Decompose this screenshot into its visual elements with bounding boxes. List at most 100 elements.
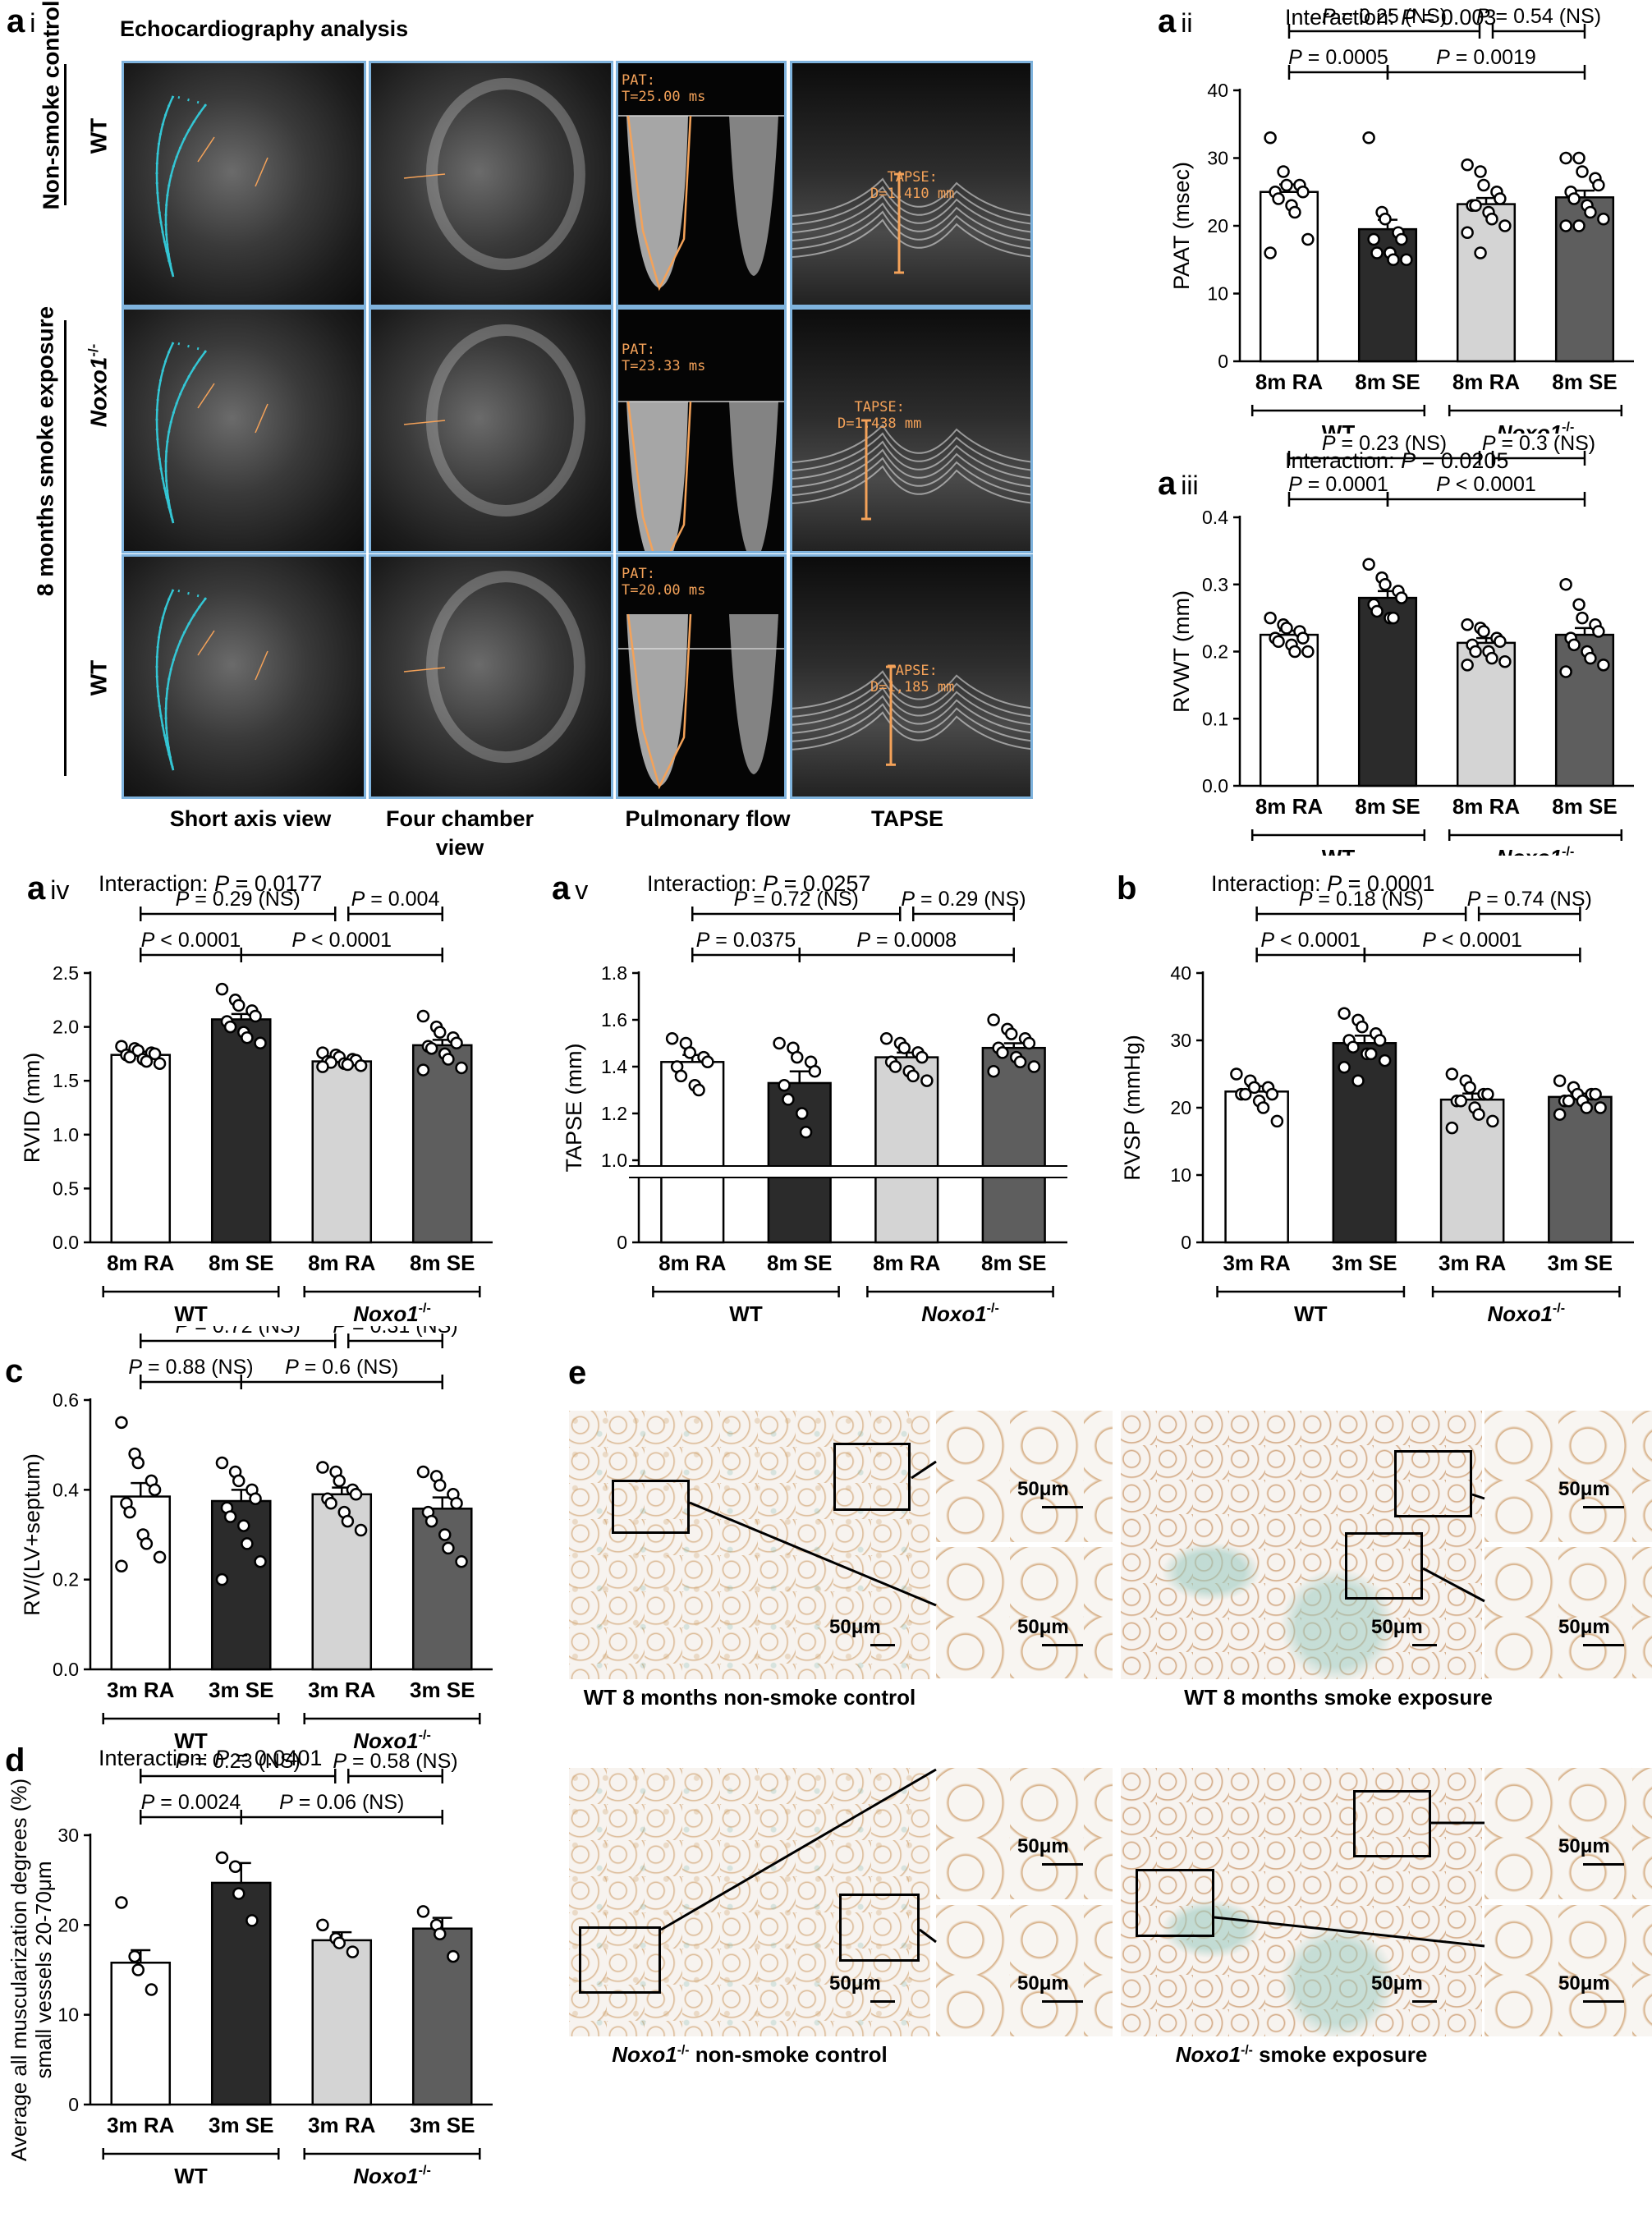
annot-line [403, 173, 446, 179]
data-point [1553, 1108, 1567, 1121]
scale-bar-line [1412, 2000, 1437, 2003]
category-label: 8m SE [1355, 794, 1420, 819]
data-point [254, 1555, 267, 1568]
category-label: 8m RA [1255, 370, 1324, 394]
data-point [349, 1488, 363, 1501]
comparison-p: P = 0.25 (NS) [1322, 5, 1447, 28]
comparison-p: P = 0.72 (NS) [176, 1326, 301, 1338]
data-point [1481, 1087, 1494, 1101]
data-point [1498, 219, 1512, 232]
group-label: Noxo1-/- [1497, 420, 1575, 434]
scale-bar-line [1412, 1644, 1437, 1646]
bar [210, 1018, 272, 1244]
data-point [778, 1079, 791, 1092]
data-point [450, 1496, 463, 1510]
echo-overlay [403, 78, 585, 270]
echo-tile: PAT: T=25.00 ms [616, 61, 787, 307]
comparison-p: P < 0.0001 [1422, 929, 1522, 952]
data-point [1559, 578, 1572, 591]
comparison-p: P = 0.29 (NS) [901, 888, 1026, 911]
heart-wall [425, 324, 585, 516]
comparison-p: P = 0.0005 [1288, 46, 1388, 69]
row-caption-smoke: 8 months smoke exposure [32, 305, 58, 597]
bar [210, 1881, 272, 2106]
echo-overlay [618, 115, 784, 291]
y-tick-label: 2.5 [53, 962, 79, 984]
pat-trace [626, 613, 692, 790]
zoom-box [1345, 1532, 1423, 1600]
data-point [354, 1059, 368, 1072]
data-point [215, 982, 229, 996]
comparison-p: P = 0.3 (NS) [1482, 435, 1595, 455]
data-point [1264, 131, 1277, 145]
zoom-box [1394, 1450, 1472, 1517]
data-point [215, 1851, 229, 1865]
data-point [249, 1009, 262, 1023]
data-point [665, 1032, 679, 1045]
data-point [455, 1061, 468, 1075]
chart-rvsp: Interaction: P = 0.0001 0 10 20 30 40 RVSP (mm… [1120, 871, 1634, 1322]
data-point [1572, 598, 1585, 612]
y-tick-label: 20 [1207, 215, 1228, 236]
bar [1332, 1042, 1397, 1244]
data-point [1379, 213, 1392, 226]
data-point [782, 1093, 795, 1106]
data-point [1463, 1081, 1476, 1095]
group-label: WT [1322, 420, 1356, 434]
histo-noxo-se-overview [1121, 1768, 1482, 2036]
category-label: 3m RA [1223, 1251, 1291, 1275]
row-divider-nonsmoke [64, 64, 67, 205]
caption-wt-ctrl: WT 8 months non-smoke control [583, 1685, 916, 1710]
scale-bar: 50μm [1558, 1835, 1624, 1866]
data-point [241, 1031, 254, 1044]
data-point [1584, 651, 1597, 665]
data-point [1469, 199, 1482, 212]
echo-tile [369, 61, 613, 307]
scale-bar: 50μm [1558, 1478, 1624, 1508]
panel-label-b: b [1117, 870, 1137, 907]
category-label: 8m SE [981, 1251, 1047, 1275]
data-point [1288, 205, 1301, 219]
data-point [1494, 192, 1507, 205]
interaction-p: Interaction: P = 0.0257 [647, 871, 870, 896]
y-axis-label: Average all muscularization degrees (%) [7, 1779, 31, 2161]
data-point [920, 1074, 934, 1087]
data-point [1230, 1067, 1243, 1081]
row-caption-noxo: Noxo1-/- [85, 343, 112, 428]
scale-bar-line [1583, 1863, 1624, 1866]
data-point [246, 1914, 259, 1927]
caption-wt-se: WT 8 months smoke exposure [1184, 1685, 1493, 1710]
data-point [1270, 1114, 1284, 1128]
comparison-p: P = 0.23 (NS) [176, 1750, 301, 1773]
data-point [1395, 591, 1408, 604]
data-point [674, 1069, 688, 1083]
y-tick-label: 1.0 [601, 1150, 627, 1171]
caption-noxo-ctrl: Noxo1-/- non-smoke control [612, 2042, 888, 2067]
tapse-trace [792, 440, 1030, 480]
scale-bar: 50μm [829, 1616, 895, 1646]
echo-tile: PAT: T=23.33 ms [616, 307, 787, 553]
data-point [115, 1896, 128, 1909]
col-caption-short-axis: Short axis view [169, 806, 332, 831]
data-point [1472, 1108, 1485, 1121]
data-point [1485, 651, 1498, 665]
histo-wt-ctrl-overview [569, 1411, 930, 1679]
category-label: 8m RA [1255, 794, 1324, 819]
y-axis-label: RVID (mm) [20, 1053, 44, 1164]
echo-overlay [792, 665, 1030, 766]
rv-trace [155, 95, 175, 278]
data-point [140, 1537, 154, 1550]
doppler-envelope [626, 402, 688, 551]
scale-bar: 50μm [1017, 1972, 1083, 2003]
y-tick-label: 0.0 [1202, 775, 1228, 796]
echo-title: Echocardiography analysis [120, 16, 409, 41]
tapse-trace [792, 424, 1030, 463]
data-point [223, 1020, 237, 1034]
scale-bar: 50μm [829, 1972, 895, 2003]
category-label: 3m SE [1332, 1251, 1397, 1275]
category-label: 8m RA [659, 1251, 727, 1275]
annot-line [255, 650, 268, 681]
echo-tile: TAPSE: D=1,185 mm [790, 554, 1033, 799]
y-tick-label: 1.2 [601, 1103, 627, 1124]
